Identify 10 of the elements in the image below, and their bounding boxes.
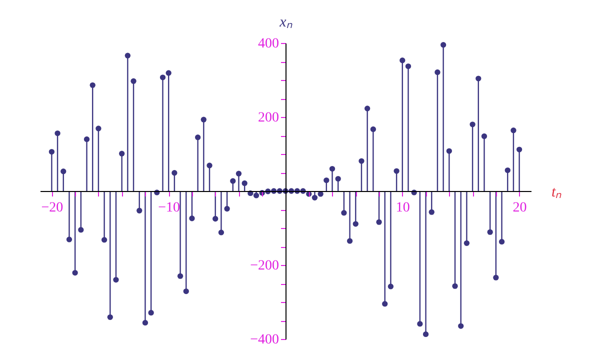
y-tick-label: 200 [258,110,279,126]
y-tick-label: 400 [258,36,279,52]
x-tick-label: 10 [396,200,410,216]
x-tick-label: −20 [41,200,64,216]
y-axis-title: xₙ [278,14,292,30]
x-axis-title: tₙ [552,184,562,200]
x-tick-label: 20 [512,200,527,216]
y-tick-label: −400 [250,332,279,348]
x-tick-label: −10 [158,200,180,216]
y-tick-label: −200 [250,258,279,274]
